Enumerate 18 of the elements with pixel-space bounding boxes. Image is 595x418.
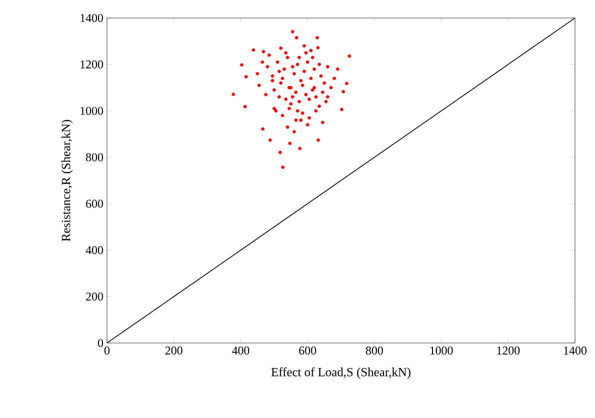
- x-tick-label: 1400: [564, 346, 586, 355]
- y-tick-label: 800: [86, 153, 104, 162]
- x-tick-label: 1200: [497, 346, 520, 355]
- y-tick-label: 600: [86, 200, 104, 208]
- y-tick-label: 1000: [80, 106, 104, 115]
- x-tick-label: 1000: [430, 346, 453, 355]
- x-tick-label: 0: [104, 346, 110, 355]
- x-tick-label: 800: [366, 346, 383, 355]
- y-tick-label: 0: [98, 338, 104, 348]
- y-tick-label: 1200: [80, 60, 104, 68]
- y-tick-label: 200: [86, 292, 104, 301]
- x-axis-title: Effect of Load,S (Shear,kN): [271, 367, 410, 379]
- x-tick-label: 600: [299, 346, 316, 355]
- y-tick-label: 400: [86, 246, 104, 254]
- y-axis-title: Resistance,R (Shear,kN): [61, 120, 73, 242]
- y-tick-label: 1400: [80, 14, 104, 22]
- x-tick-label: 400: [232, 346, 250, 355]
- x-tick-label: 200: [165, 346, 182, 355]
